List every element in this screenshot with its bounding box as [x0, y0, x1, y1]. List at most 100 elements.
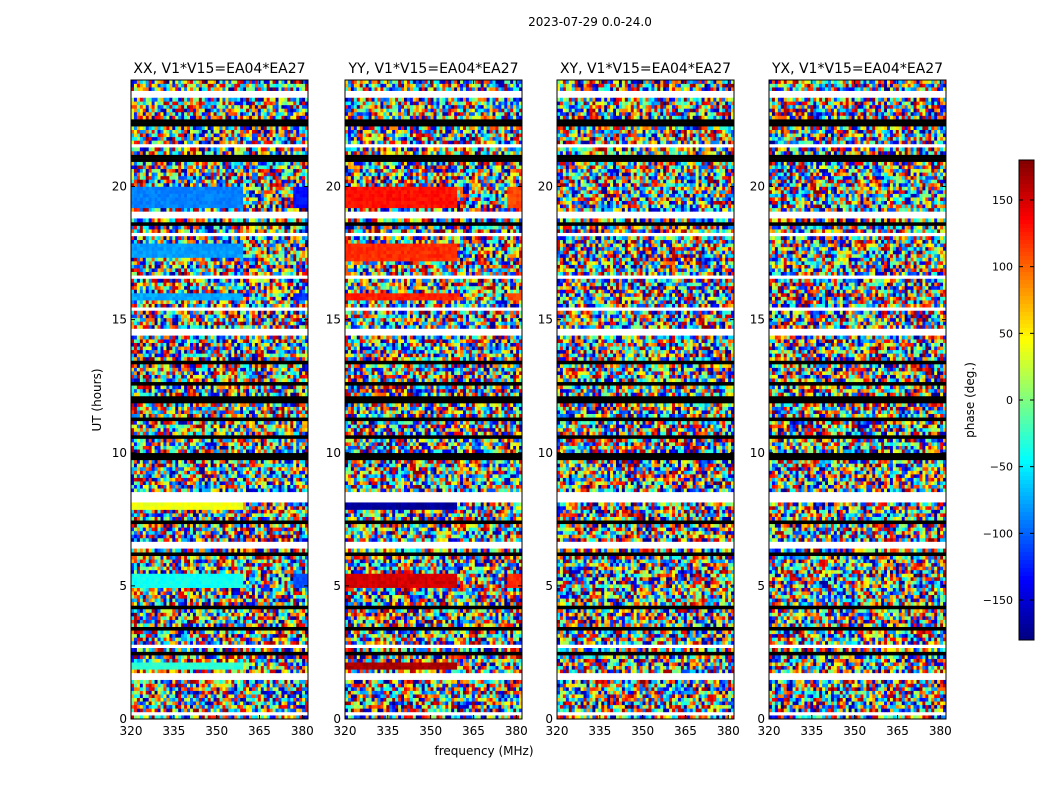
- colorbar-segment: [1019, 308, 1034, 313]
- colorbar-segment: [1019, 532, 1034, 537]
- y-tick-label: 10: [538, 446, 553, 460]
- colorbar-segment: [1019, 364, 1034, 369]
- panel-title: YY, V1*V15=EA04*EA27: [347, 61, 518, 77]
- x-axis-label: frequency (MHz): [434, 744, 533, 758]
- panel-title: XY, V1*V15=EA04*EA27: [560, 61, 731, 77]
- colorbar-segment: [1019, 584, 1034, 589]
- colorbar-segment: [1019, 324, 1034, 329]
- panels: XX, V1*V15=EA04*EA27 320 335 350 365 380 0 5 10 1…: [112, 61, 952, 738]
- colorbar-segment: [1019, 636, 1034, 641]
- panel-frame: [344, 79, 523, 720]
- y-tick-label: 10: [326, 446, 341, 460]
- x-tick-label: 335: [800, 724, 823, 738]
- colorbar-segment: [1019, 164, 1034, 169]
- colorbar-segment: [1019, 300, 1034, 305]
- colorbar-segment: [1019, 568, 1034, 573]
- colorbar-segment: [1019, 596, 1034, 601]
- colorbar-segment: [1019, 348, 1034, 353]
- y-tick-label: 0: [119, 712, 127, 726]
- phase-heatmap: [131, 80, 308, 719]
- colorbar-segment: [1019, 412, 1034, 417]
- colorbar-segment: [1019, 232, 1034, 237]
- colorbar-segment: [1019, 428, 1034, 433]
- colorbar-segment: [1019, 528, 1034, 533]
- panel-frame: [130, 79, 309, 720]
- colorbar-segment: [1019, 572, 1034, 577]
- y-tick-label: 0: [757, 712, 765, 726]
- figure-suptitle: 2023-07-29 0.0-24.0: [528, 15, 652, 29]
- colorbar-tick-label: −100: [983, 527, 1013, 540]
- colorbar-segment: [1019, 512, 1034, 517]
- colorbar: −150 −100 −50 0 50 100 150: [983, 159, 1035, 641]
- colorbar-segment: [1019, 332, 1034, 337]
- colorbar-segment: [1019, 500, 1034, 505]
- x-tick-label: 365: [886, 724, 909, 738]
- colorbar-segment: [1019, 388, 1034, 393]
- y-tick-label: 5: [119, 579, 127, 593]
- y-tick-label: 20: [326, 180, 341, 194]
- y-tick-label: 20: [112, 180, 127, 194]
- colorbar-segment: [1019, 576, 1034, 581]
- x-tick-label: 380: [291, 724, 314, 738]
- colorbar-segment: [1019, 592, 1034, 597]
- colorbar-segment: [1019, 272, 1034, 277]
- colorbar-segment: [1019, 604, 1034, 609]
- colorbar-segment: [1019, 424, 1034, 429]
- colorbar-segment: [1019, 376, 1034, 381]
- x-tick-label: 350: [631, 724, 654, 738]
- colorbar-segment: [1019, 320, 1034, 325]
- colorbar-segment: [1019, 176, 1034, 181]
- colorbar-segment: [1019, 200, 1034, 205]
- colorbar-segment: [1019, 168, 1034, 173]
- colorbar-segment: [1019, 520, 1034, 525]
- colorbar-segment: [1019, 452, 1034, 457]
- panel-xx: XX, V1*V15=EA04*EA27 320 335 350 365 380 0 5 10 1…: [112, 61, 314, 738]
- x-tick-label: 380: [717, 724, 740, 738]
- colorbar-segment: [1019, 504, 1034, 509]
- colorbar-segment: [1019, 440, 1034, 445]
- y-tick-label: 15: [326, 313, 341, 327]
- y-tick-label: 15: [750, 313, 765, 327]
- colorbar-segment: [1019, 620, 1034, 625]
- colorbar-segment: [1019, 276, 1034, 281]
- colorbar-segment: [1019, 560, 1034, 565]
- y-tick-label: 15: [538, 313, 553, 327]
- colorbar-segment: [1019, 256, 1034, 261]
- colorbar-segment: [1019, 328, 1034, 333]
- colorbar-segment: [1019, 268, 1034, 273]
- colorbar-segment: [1019, 252, 1034, 257]
- colorbar-segment: [1019, 372, 1034, 377]
- panel-yx: YX, V1*V15=EA04*EA27 320 335 350 365 380 0 5 10 1…: [750, 61, 952, 738]
- colorbar-segment: [1019, 404, 1034, 409]
- y-tick-label: 10: [112, 446, 127, 460]
- x-tick-label: 320: [758, 724, 781, 738]
- colorbar-segment: [1019, 548, 1034, 553]
- colorbar-segment: [1019, 396, 1034, 401]
- panel-frame: [768, 79, 947, 720]
- colorbar-segment: [1019, 172, 1034, 177]
- colorbar-segment: [1019, 544, 1034, 549]
- panel-title: YX, V1*V15=EA04*EA27: [771, 61, 943, 77]
- colorbar-segment: [1019, 624, 1034, 629]
- colorbar-segment: [1019, 264, 1034, 269]
- colorbar-segment: [1019, 392, 1034, 397]
- colorbar-segment: [1019, 444, 1034, 449]
- colorbar-segment: [1019, 244, 1034, 249]
- colorbar-segment: [1019, 608, 1034, 613]
- colorbar-segment: [1019, 612, 1034, 617]
- colorbar-segment: [1019, 368, 1034, 373]
- colorbar-segment: [1019, 344, 1034, 349]
- colorbar-tick-label: 0: [1006, 394, 1013, 407]
- colorbar-segment: [1019, 476, 1034, 481]
- colorbar-segment: [1019, 280, 1034, 285]
- colorbar-segment: [1019, 352, 1034, 357]
- colorbar-segment: [1019, 356, 1034, 361]
- panel-yy: YY, V1*V15=EA04*EA27 320 335 350 365 380 0 5 10 1…: [326, 61, 528, 738]
- colorbar-label: phase (deg.): [963, 362, 977, 438]
- colorbar-segment: [1019, 184, 1034, 189]
- x-tick-label: 335: [376, 724, 399, 738]
- y-tick-label: 0: [545, 712, 553, 726]
- colorbar-segment: [1019, 288, 1034, 293]
- colorbar-segment: [1019, 224, 1034, 229]
